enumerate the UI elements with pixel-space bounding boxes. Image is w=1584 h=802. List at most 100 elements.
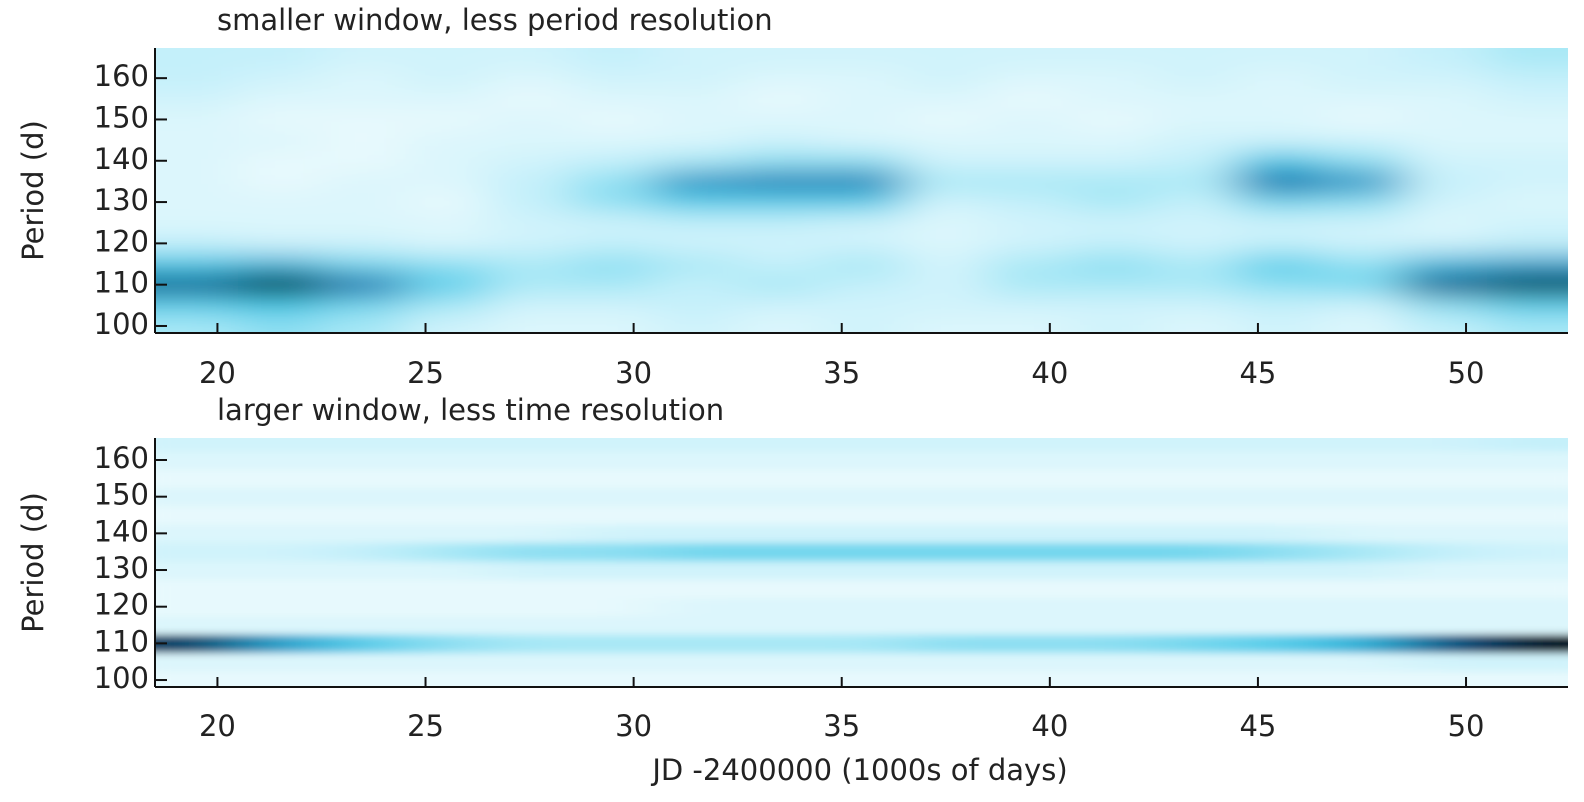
y-tick-label: 140 [94, 142, 149, 176]
heatmap-cell [1070, 295, 1155, 317]
heatmap-cell [1486, 597, 1568, 617]
heatmap-cell [571, 295, 655, 317]
heatmap-cell [321, 129, 406, 151]
heatmap-cell [404, 150, 489, 172]
heatmap-cell [1237, 542, 1321, 562]
heatmap-cell [487, 295, 572, 317]
heatmap-cell [571, 542, 655, 562]
heatmap-cell [737, 438, 822, 452]
heatmap-cell [155, 109, 239, 131]
heatmap-cell [1153, 487, 1238, 507]
heatmap-cell [904, 542, 988, 562]
heatmap-cell [1486, 253, 1568, 275]
heatmap-cell [238, 150, 322, 172]
heatmap-cell [1486, 505, 1568, 525]
x-tick-label: 50 [1448, 709, 1485, 743]
heatmap-cell [1403, 88, 1488, 110]
x-tick-label: 25 [407, 356, 444, 390]
heatmap-cell [404, 560, 489, 580]
heatmap-cell [238, 274, 322, 296]
heatmap-cell [904, 634, 988, 654]
heatmap-cell [1403, 505, 1488, 525]
heatmap-cell [654, 670, 739, 687]
heatmap-cell [487, 652, 572, 672]
heatmap-cell [820, 274, 905, 296]
heatmap-cell [1403, 450, 1488, 470]
heatmap-cell [321, 670, 406, 687]
heatmap-cell [820, 597, 905, 617]
heatmap-cell [487, 129, 572, 151]
heatmap-cell [1070, 109, 1155, 131]
heatmap-cell [987, 560, 1072, 580]
heatmap-cell [654, 67, 739, 89]
heatmap-cell [904, 469, 988, 489]
heatmap-cell [654, 450, 739, 470]
heatmap-cell [987, 67, 1072, 89]
heatmap-cell [238, 295, 322, 317]
heatmap-cell [487, 579, 572, 599]
heatmap-cell [155, 171, 239, 193]
heatmap-cell [904, 253, 988, 275]
heatmap-cell [737, 579, 822, 599]
heatmap-cell [1237, 67, 1321, 89]
heatmap-cell [1486, 652, 1568, 672]
heatmap-cell [404, 274, 489, 296]
y-tick-label: 160 [94, 59, 149, 93]
heatmap-cell [404, 615, 489, 635]
heatmap-cell [1486, 670, 1568, 687]
heatmap-cell [1320, 129, 1405, 151]
heatmap-cell [1486, 450, 1568, 470]
heatmap-cell [820, 48, 905, 69]
heatmap-cell [1237, 212, 1321, 234]
heatmap-cell [238, 670, 322, 687]
heatmap-cell [155, 560, 239, 580]
heatmap-cell [238, 652, 322, 672]
heatmap-cell [321, 150, 406, 172]
heatmap-cell [1320, 191, 1405, 213]
heatmap-cell [1153, 560, 1238, 580]
heatmap-cell [571, 109, 655, 131]
heatmap-cell [904, 109, 988, 131]
heatmap-cell [1320, 171, 1405, 193]
x-axis-label: JD -2400000 (1000s of days) [650, 753, 1067, 787]
heatmap-cell [820, 469, 905, 489]
heatmap-cell [1486, 295, 1568, 317]
heatmap-cell [987, 505, 1072, 525]
heatmap-cell [1153, 48, 1238, 69]
heatmap-cell [1237, 150, 1321, 172]
heatmap-cell [238, 253, 322, 275]
heatmap-cell [1320, 487, 1405, 507]
heatmap-cell [238, 191, 322, 213]
heatmap-cell [1403, 129, 1488, 151]
heatmap-cell [987, 524, 1072, 544]
heatmap-cell [1320, 315, 1405, 333]
heatmap-cell [155, 295, 239, 317]
heatmap-cell [1237, 274, 1321, 296]
heatmap-cell [737, 524, 822, 544]
heatmap-cell [820, 295, 905, 317]
heatmap-cell [1486, 438, 1568, 452]
heatmap-cell [904, 295, 988, 317]
heatmap-cell [904, 438, 988, 452]
heatmap-cell [321, 597, 406, 617]
heatmap-cell [1237, 615, 1321, 635]
heatmap-cell [155, 88, 239, 110]
heatmap-cell [904, 524, 988, 544]
heatmap-cell [904, 171, 988, 193]
heatmap-cell [155, 67, 239, 89]
heatmap-cell [571, 191, 655, 213]
heatmap-cell [1320, 212, 1405, 234]
heatmap-cell [1237, 634, 1321, 654]
heatmap-cell [571, 212, 655, 234]
heatmap-cell [737, 542, 822, 562]
heatmap-cell [155, 652, 239, 672]
heatmap-cell [1070, 129, 1155, 151]
heatmap-cell [487, 438, 572, 452]
heatmap-cell [987, 212, 1072, 234]
heatmap-cell [571, 88, 655, 110]
heatmap-cell [987, 129, 1072, 151]
heatmap-cell [1153, 233, 1238, 255]
heatmap-cell [904, 212, 988, 234]
heatmap-cell [1403, 253, 1488, 275]
heatmap-cell [155, 615, 239, 635]
